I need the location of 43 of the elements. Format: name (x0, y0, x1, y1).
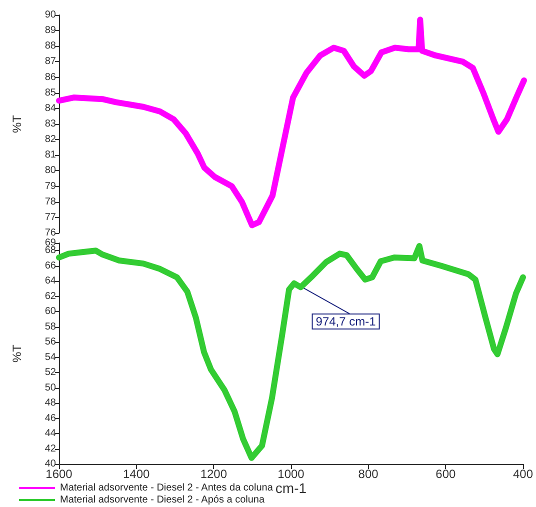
y-tick-label: 50 (44, 382, 56, 394)
y-tick-label: 89 (44, 25, 56, 36)
y-tick-label: 42 (44, 443, 56, 454)
y-tick-label: 84 (44, 102, 56, 114)
y-tick-label: 86 (44, 72, 56, 83)
y-tick-label: 79 (44, 180, 56, 192)
y-tick-label: 48 (44, 398, 56, 409)
y-tick-label: 83 (44, 118, 56, 130)
y-tick-label: 52 (44, 367, 56, 378)
y-tick-label: 56 (44, 336, 56, 348)
y-axis-title: %T (10, 344, 24, 362)
y-tick-label: 87 (44, 56, 56, 68)
y-tick-label: 80 (44, 165, 56, 176)
y-tick-label: 76 (44, 228, 56, 238)
y-tick-label: 68 (44, 245, 56, 256)
y-tick-label: 77 (44, 212, 56, 223)
y-tick-label: 54 (44, 352, 56, 363)
y-tick-label: 64 (44, 276, 56, 287)
y-axis-title: %T (10, 114, 24, 133)
y-tick-label: 62 (44, 290, 56, 302)
legend-label: Material adsorvente - Diesel 2 - Após a coluna (60, 494, 265, 506)
x-tick-label: 600 (436, 467, 456, 481)
y-tick-label: 66 (44, 260, 56, 272)
x-tick-label: 1000 (278, 467, 305, 481)
x-tick-label: 1200 (200, 467, 228, 481)
y-tick-label: 60 (44, 306, 56, 318)
x-tick-label: 1400 (122, 467, 150, 481)
y-tick-label: 46 (44, 412, 56, 424)
y-tick-label: 85 (44, 87, 56, 98)
x-tick-label: 1600 (46, 467, 73, 481)
x-tick-label: 400 (512, 467, 534, 481)
y-tick-label: 81 (44, 150, 56, 161)
x-tick-label: 800 (358, 467, 379, 481)
y-tick-label: 82 (44, 134, 56, 146)
y-tick-label: 44 (44, 428, 56, 440)
y-tick-label: 58 (44, 321, 56, 332)
legend-label: Material adsorvente - Diesel 2 - Antes da coluna (60, 482, 274, 494)
x-axis-title: cm-1 (275, 480, 307, 496)
y-tick-label: 88 (44, 40, 56, 52)
y-tick-label: 40 (44, 458, 56, 470)
annotation: 974,7 cm-1 (316, 314, 376, 328)
y-tick-label: 78 (44, 196, 56, 208)
y-tick-label: 90 (44, 10, 56, 20)
